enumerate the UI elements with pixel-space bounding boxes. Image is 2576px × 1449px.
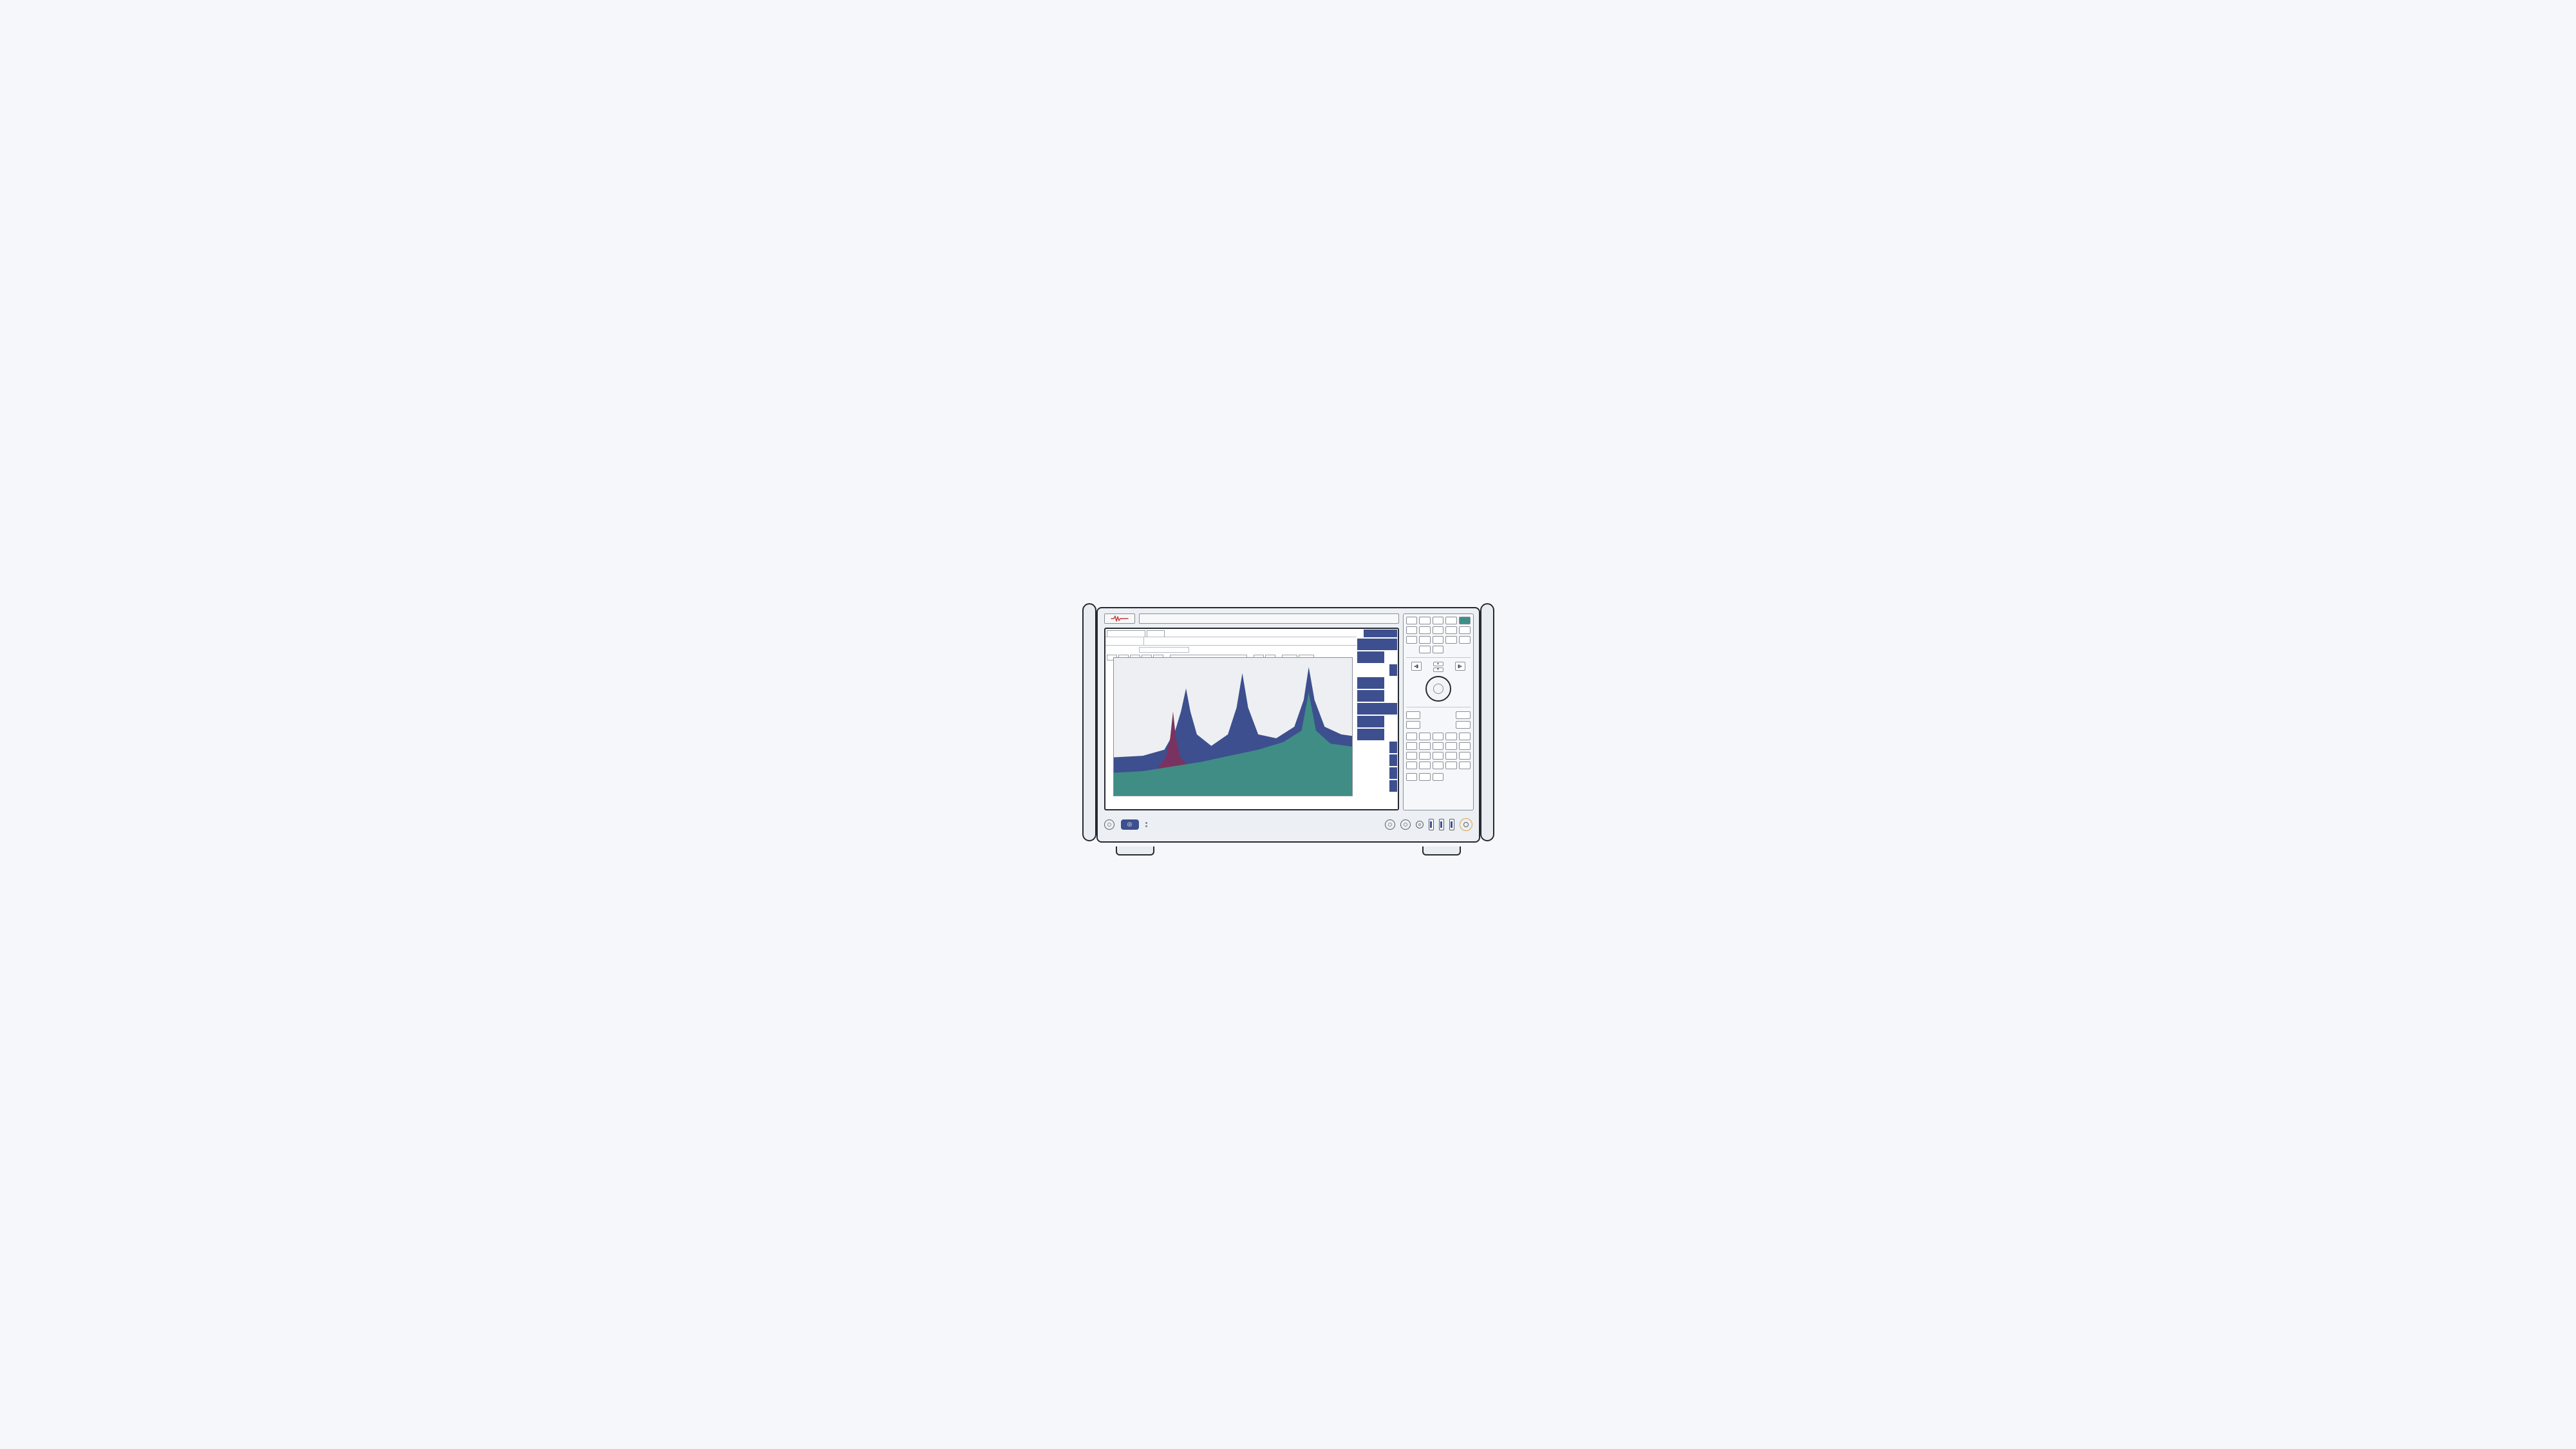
tab[interactable] — [1107, 630, 1145, 637]
softkey-menu — [1357, 629, 1398, 809]
panel-button[interactable] — [1445, 617, 1457, 624]
panel-button[interactable] — [1433, 636, 1444, 644]
foot-right — [1422, 846, 1461, 855]
handle-left — [1082, 603, 1096, 841]
nav-up-button[interactable]: ▲ — [1433, 662, 1443, 666]
usb-port[interactable] — [1449, 819, 1454, 830]
panel-button[interactable] — [1459, 636, 1471, 644]
softkey[interactable] — [1357, 664, 1397, 676]
panel-button[interactable] — [1419, 636, 1431, 644]
tab-strip — [1105, 629, 1357, 637]
softkey[interactable] — [1357, 742, 1397, 753]
panel-button[interactable] — [1419, 617, 1431, 624]
front-panel: ◂▮ ▲ ▼ ▮▸ — [1096, 607, 1480, 843]
display-screen — [1104, 628, 1399, 810]
panel-button[interactable] — [1433, 626, 1444, 634]
panel-button[interactable] — [1406, 762, 1418, 769]
softkey[interactable] — [1357, 716, 1397, 727]
panel-button[interactable] — [1433, 762, 1444, 769]
nav-right-button[interactable]: ▮▸ — [1455, 662, 1465, 671]
instrument-chassis: ◂▮ ▲ ▼ ▮▸ — [1085, 603, 1492, 846]
panel-button[interactable] — [1433, 733, 1444, 740]
panel-button[interactable] — [1406, 742, 1418, 750]
top-bar — [1104, 613, 1399, 624]
rf-input-port[interactable] — [1460, 818, 1472, 831]
nav-down-button[interactable]: ▼ — [1433, 668, 1443, 672]
softkey[interactable] — [1357, 677, 1397, 689]
panel-button[interactable] — [1456, 721, 1471, 729]
panel-button[interactable] — [1433, 773, 1444, 781]
panel-button[interactable] — [1419, 762, 1431, 769]
panel-button[interactable] — [1433, 752, 1444, 760]
panel-button[interactable] — [1406, 752, 1418, 760]
panel-button[interactable] — [1419, 773, 1431, 781]
bnc-port[interactable] — [1400, 819, 1411, 830]
softkey[interactable] — [1357, 729, 1397, 740]
softkey[interactable] — [1357, 703, 1397, 715]
aux-port[interactable] — [1416, 821, 1424, 828]
nav-left-button[interactable]: ◂▮ — [1411, 662, 1422, 671]
panel-button[interactable] — [1406, 733, 1418, 740]
io-row — [1104, 817, 1472, 832]
rotary-knob[interactable] — [1425, 676, 1451, 702]
panel-button[interactable] — [1419, 742, 1431, 750]
panel-button[interactable] — [1406, 636, 1418, 644]
panel-button[interactable] — [1459, 617, 1471, 624]
panel-button[interactable] — [1419, 646, 1431, 653]
panel-button[interactable] — [1459, 752, 1471, 760]
panel-button[interactable] — [1433, 617, 1444, 624]
panel-button[interactable] — [1433, 646, 1444, 653]
usb-port[interactable] — [1439, 819, 1444, 830]
power-button[interactable] — [1104, 819, 1114, 830]
nav-cluster: ◂▮ ▲ ▼ ▮▸ — [1406, 662, 1471, 672]
sub-info-bar — [1105, 646, 1357, 653]
panel-button[interactable] — [1445, 762, 1457, 769]
panel-button[interactable] — [1419, 752, 1431, 760]
softkey[interactable] — [1357, 780, 1397, 792]
panel-button[interactable] — [1406, 711, 1421, 719]
waveform-icon — [1111, 615, 1129, 622]
softkey[interactable] — [1357, 651, 1397, 663]
panel-button[interactable] — [1445, 626, 1457, 634]
panel-button[interactable] — [1419, 626, 1431, 634]
spectrum-chart — [1113, 657, 1353, 796]
panel-button[interactable] — [1459, 762, 1471, 769]
function-key-grid — [1406, 617, 1471, 653]
softkey-header — [1357, 629, 1398, 638]
softkey[interactable] — [1357, 690, 1397, 702]
numeric-keypad — [1406, 733, 1471, 769]
panel-button[interactable] — [1445, 733, 1457, 740]
usb-port[interactable] — [1429, 819, 1434, 830]
panel-button[interactable] — [1419, 733, 1431, 740]
softkey[interactable] — [1357, 767, 1397, 779]
panel-button[interactable] — [1445, 636, 1457, 644]
softkey[interactable] — [1357, 639, 1397, 650]
panel-button[interactable] — [1406, 773, 1418, 781]
panel-button[interactable] — [1433, 742, 1444, 750]
panel-button[interactable] — [1406, 617, 1418, 624]
panel-button[interactable] — [1459, 626, 1471, 634]
panel-button[interactable] — [1459, 742, 1471, 750]
panel-button[interactable] — [1459, 733, 1471, 740]
switch-button[interactable] — [1121, 819, 1139, 830]
panel-button[interactable] — [1456, 711, 1471, 719]
panel-button[interactable] — [1406, 626, 1418, 634]
info-bar — [1105, 637, 1357, 646]
panel-button[interactable] — [1445, 752, 1457, 760]
panel-button[interactable] — [1445, 742, 1457, 750]
control-panel: ◂▮ ▲ ▼ ▮▸ — [1403, 613, 1474, 810]
foot-left — [1116, 846, 1154, 855]
paired-button-row — [1406, 711, 1471, 729]
softkey[interactable] — [1357, 754, 1397, 766]
bottom-key-row — [1406, 773, 1471, 781]
title-bar — [1139, 613, 1399, 624]
brand-logo — [1104, 613, 1135, 624]
tab[interactable] — [1147, 630, 1165, 637]
status-leds — [1145, 822, 1147, 827]
panel-button[interactable] — [1406, 721, 1421, 729]
bnc-port[interactable] — [1385, 819, 1395, 830]
handle-right — [1480, 603, 1494, 841]
